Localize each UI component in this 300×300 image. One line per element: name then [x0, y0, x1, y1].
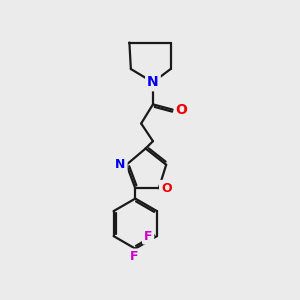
Text: N: N [147, 75, 159, 89]
Text: F: F [144, 230, 152, 243]
Text: N: N [116, 158, 126, 171]
Text: F: F [130, 250, 138, 263]
Text: O: O [161, 182, 172, 195]
Text: O: O [176, 103, 188, 117]
